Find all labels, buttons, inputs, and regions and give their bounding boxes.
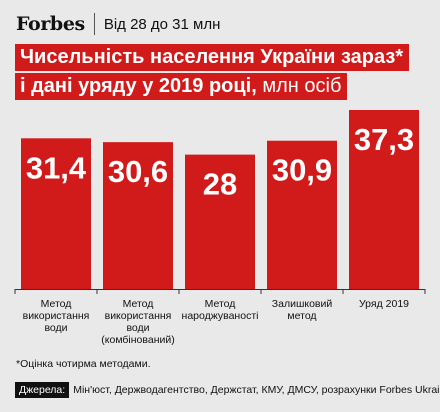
bar-2 <box>103 142 173 289</box>
bar-4 <box>267 140 337 289</box>
bar-5 <box>349 110 419 289</box>
value-label-3: 28 <box>203 167 237 202</box>
chart-title: Чисельність населення України зараз* і д… <box>15 44 410 102</box>
bar-1 <box>21 138 91 289</box>
title-line-2: і дані уряду у 2019 році, млн осіб <box>15 73 348 100</box>
forbes-logo: Forbes <box>16 13 85 35</box>
category-label-2: Метод використання води (комбінований) <box>101 298 174 346</box>
header-divider <box>93 13 95 35</box>
value-label-4: 30,9 <box>272 153 332 188</box>
category-label-3: Метод народжуваності <box>182 298 259 322</box>
title-line-1: Чисельність населення України зараз* <box>15 44 410 71</box>
sources-label: Джерела: <box>15 382 70 398</box>
bar-3 <box>185 154 255 289</box>
header: Forbes Від 28 до 31 млн <box>16 10 220 38</box>
sources-text: Мін'юст, Держводагентство, Держстат, КМУ… <box>73 384 440 396</box>
header-subtitle: Від 28 до 31 млн <box>103 15 221 33</box>
value-label-2: 30,6 <box>108 154 168 189</box>
title-unit: млн осіб <box>256 75 342 97</box>
sources: Джерела: Мін'юст, Держводагентство, Держ… <box>15 382 440 398</box>
footnote: *Оцінка чотирма методами. <box>16 358 151 370</box>
category-label-1: Метод використання води <box>23 298 90 334</box>
value-label-1: 31,4 <box>26 150 87 185</box>
category-label-4: Залишковий метод <box>272 298 333 322</box>
value-label-5: 37,3 <box>354 122 414 157</box>
bar-chart: 31,4 Метод використання води 30,6 Метод викори… <box>14 110 426 346</box>
category-label-5: Уряд 2019 <box>359 298 409 310</box>
